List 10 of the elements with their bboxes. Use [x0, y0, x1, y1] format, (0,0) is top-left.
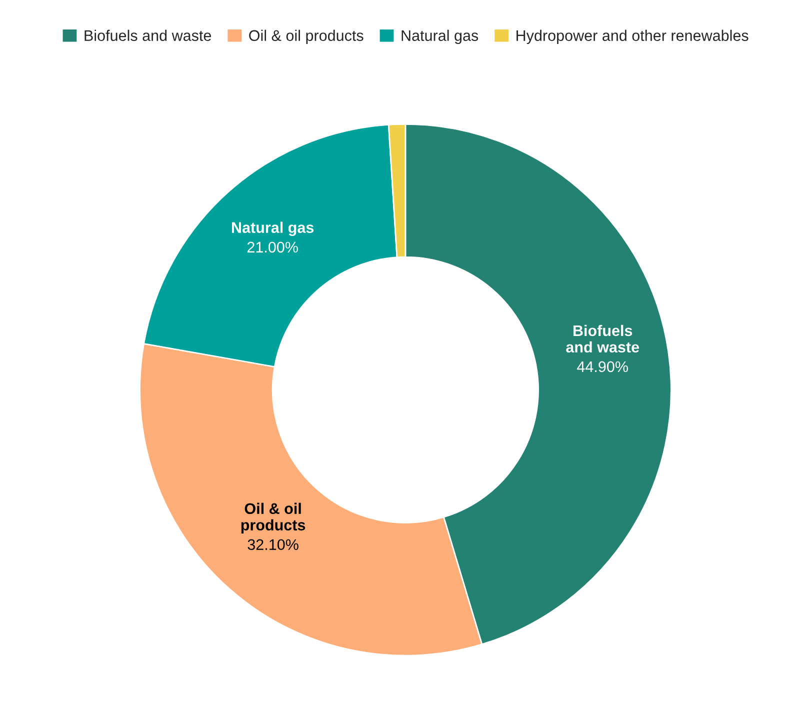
- legend-label: Natural gas: [402, 30, 478, 44]
- slice-label: Biofuels and waste: [566, 324, 640, 353]
- slice-label: Natural gas: [232, 222, 314, 236]
- legend-label: Oil & oil products: [249, 30, 364, 44]
- legend-label: Biofuels and waste: [84, 30, 212, 41]
- data-label: 44.90%: [577, 361, 628, 372]
- slice-label: Oil & oil products: [241, 502, 306, 534]
- data-label: 32.10%: [248, 539, 298, 550]
- data-label: 21.00%: [247, 242, 298, 253]
- legend-label: Hydropower and other renewables: [516, 30, 748, 44]
